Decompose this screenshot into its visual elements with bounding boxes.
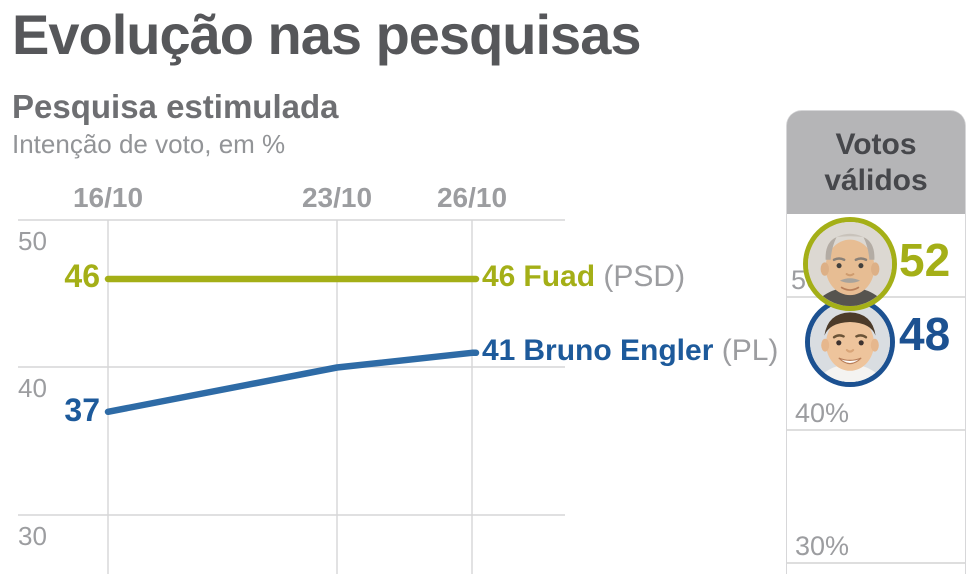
poll-line-chart: 16/10 23/10 26/10 50 40 30 46 37 46 Fuad … [0, 180, 790, 574]
fuad-party: (PSD) [603, 260, 686, 293]
bruno-engler-start-value: 37 [64, 392, 100, 428]
fuad-series-label: 46 Fuad (PSD) [482, 260, 685, 294]
bruno-engler-valid-votes-value: 48 [899, 308, 951, 360]
chart-canvas [18, 219, 565, 574]
panel-gridline-30 [787, 562, 965, 564]
fuad-face-icon [808, 222, 892, 306]
y-tick-50: 50 [18, 226, 47, 256]
valid-votes-panel: Votos válidos 50% 40% 30% [786, 110, 966, 574]
bruno-engler-name: Bruno Engler [523, 334, 714, 367]
y-tick-30: 30 [18, 521, 47, 551]
chart-description: Intenção de voto, em % [12, 129, 286, 159]
valid-votes-title: Votos válidos [787, 111, 965, 214]
bruno-engler-series-label: 41 Bruno Engler (PL) [482, 334, 778, 368]
bruno-engler-end-value: 41 [482, 334, 516, 367]
bruno-engler-face-icon [810, 302, 890, 382]
bruno-engler-party: (PL) [721, 334, 779, 367]
x-tick-23-10: 23/10 [301, 182, 373, 213]
page-title: Evolução nas pesquisas [12, 3, 641, 66]
chart-subtitle: Pesquisa estimulada [12, 88, 339, 125]
fuad-start-value: 46 [64, 258, 100, 294]
panel-gridline-40 [787, 429, 965, 431]
y-tick-40: 40 [18, 373, 47, 403]
panel-tick-40: 40% [795, 398, 850, 428]
bruno-engler-series-line [104, 349, 480, 416]
x-tick-26-10: 26/10 [436, 182, 508, 213]
x-tick-16-10: 16/10 [72, 182, 144, 213]
fuad-avatar [803, 217, 897, 311]
fuad-end-value: 46 [482, 260, 516, 293]
panel-tick-30: 30% [795, 531, 850, 561]
fuad-name: Fuad [523, 260, 596, 293]
fuad-valid-votes-value: 52 [899, 234, 951, 286]
